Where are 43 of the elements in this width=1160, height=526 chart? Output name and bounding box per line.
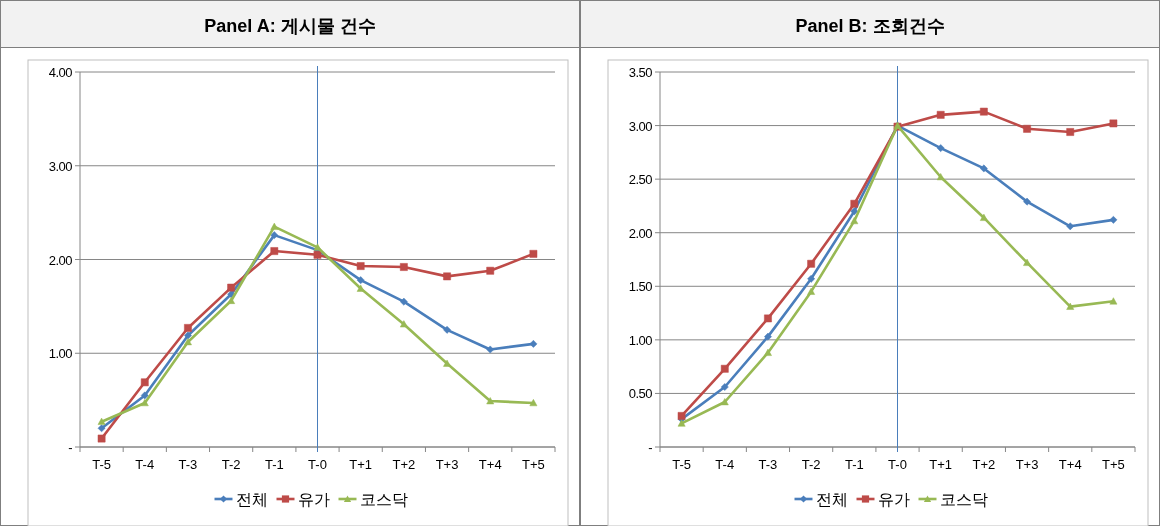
x-tick-label: T+5 <box>522 457 545 472</box>
x-tick-label: T-3 <box>178 457 198 472</box>
x-tick-label: T-2 <box>221 457 241 472</box>
y-tick-label: - <box>648 440 653 455</box>
x-tick-label: T+2 <box>972 457 996 472</box>
x-tick-label: T+1 <box>349 457 373 472</box>
legend-label: 코스닥 <box>939 491 988 508</box>
x-tick-label: T-0 <box>888 457 907 472</box>
y-tick-label: 3.00 <box>628 118 653 134</box>
x-tick-label: T+4 <box>478 457 502 472</box>
legend-label: 코스닥 <box>359 491 408 508</box>
y-tick-label: 4.00 <box>48 65 73 80</box>
x-tick-label: T+4 <box>1058 457 1082 472</box>
x-tick-label: T-1 <box>844 457 864 472</box>
chart-title: Panel A: 게시물 건수 <box>204 16 376 36</box>
x-tick-label: T-5 <box>92 457 111 472</box>
y-tick-label: 2.00 <box>628 225 653 241</box>
x-tick-label: T+1 <box>929 457 953 472</box>
y-tick-label: 1.50 <box>628 279 653 295</box>
y-tick-label: 2.00 <box>48 252 73 268</box>
legend-label: 전체 <box>815 491 848 508</box>
chart-title: Panel B: 조회건수 <box>795 16 945 36</box>
y-tick-label: - <box>68 440 73 455</box>
x-tick-label: T-2 <box>801 457 821 472</box>
y-tick-label: 1.00 <box>48 346 73 362</box>
y-tick-label: 2.50 <box>628 172 653 188</box>
legend-label: 유가 <box>297 491 330 508</box>
x-tick-label: T-5 <box>672 457 691 472</box>
x-tick-label: T-0 <box>308 457 327 472</box>
y-tick-label: 0.50 <box>628 386 653 402</box>
x-tick-label: T+3 <box>435 457 459 472</box>
x-tick-label: T-4 <box>135 457 155 472</box>
x-tick-label: T-3 <box>758 457 778 472</box>
legend-label: 전체 <box>235 491 268 508</box>
y-tick-label: 3.00 <box>48 158 73 174</box>
x-tick-label: T+5 <box>1102 457 1125 472</box>
y-tick-label: 1.00 <box>628 332 653 348</box>
x-tick-label: T+2 <box>392 457 416 472</box>
x-tick-label: T+3 <box>1015 457 1039 472</box>
y-tick-label: 3.50 <box>628 65 653 80</box>
legend-label: 유가 <box>877 491 910 508</box>
x-tick-label: T-1 <box>264 457 284 472</box>
x-tick-label: T-4 <box>715 457 735 472</box>
